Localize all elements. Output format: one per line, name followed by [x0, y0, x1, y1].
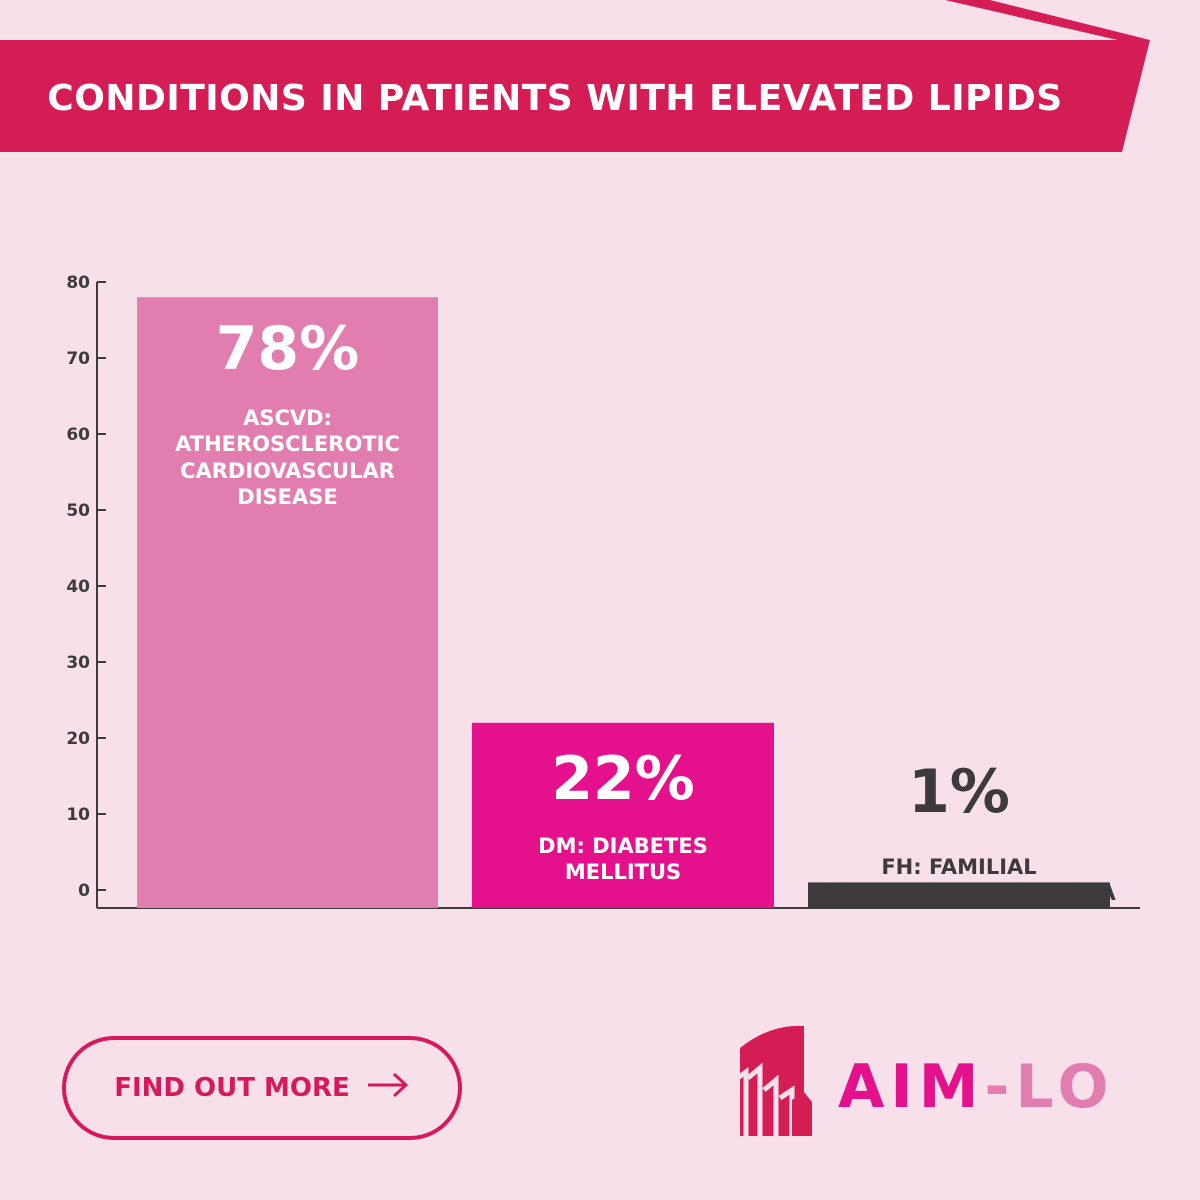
bar-category-line: DISEASE — [237, 484, 338, 509]
bar-1 — [137, 297, 438, 908]
aim-lo-logo-icon — [730, 1025, 812, 1136]
title-banner — [0, 0, 1150, 152]
brand-name-aim: AIM — [838, 1052, 985, 1122]
bar-value-label: 1% — [908, 757, 1010, 827]
y-tick-label: 50 — [66, 501, 90, 521]
arrow-right-icon — [366, 1071, 410, 1106]
y-tick-label: 20 — [66, 729, 90, 749]
bar-2 — [472, 722, 774, 908]
bar-category-line: MELLITUS — [564, 860, 682, 885]
y-tick-label: 30 — [66, 653, 90, 673]
bar-category-line: ATHEROSCLEROTIC — [175, 432, 400, 457]
bar-category-line: CARDIOVASCULAR — [180, 458, 395, 483]
bar-chart: 0 10 20 30 40 50 60 70 80 — [66, 273, 1140, 909]
find-out-more-button[interactable]: FIND OUT MORE — [62, 1036, 462, 1140]
y-tick-label: 0 — [78, 881, 90, 901]
bar-label-3: 1% FH: FAMILIAL HYPERCHOLESTEROLEMIA — [808, 757, 1116, 907]
brand-wordmark: AIM-LO — [838, 1052, 1114, 1122]
find-out-more-label: FIND OUT MORE — [114, 1073, 350, 1103]
bar-label-1: 78% ASCVD: ATHEROSCLEROTIC CARDIOVASCULAR DI… — [137, 319, 438, 510]
bar-3 — [808, 882, 1110, 908]
y-tick-label: 80 — [66, 273, 90, 293]
bar-label-2: 22% DM: DIABETES MELLITUS — [472, 749, 774, 886]
page-title: CONDITIONS IN PATIENTS WITH ELEVATED LIP… — [47, 78, 1063, 119]
bar-category-label: FH: FAMILIAL HYPERCHOLESTEROLEMIA — [808, 854, 1116, 907]
bar-value-label: 22% — [551, 743, 695, 814]
y-tick-label: 70 — [66, 349, 90, 369]
bar-category-line: HYPERCHOLESTEROLEMIA — [808, 881, 1116, 906]
y-tick-label: 10 — [66, 805, 90, 825]
bar-category-line: DM: DIABETES — [538, 833, 708, 858]
bar-category-line: ASCVD: — [243, 406, 332, 431]
brand-name-lo: -LO — [984, 1052, 1115, 1122]
bar-category-line: FH: FAMILIAL — [881, 855, 1037, 879]
y-tick-label: 40 — [66, 577, 90, 597]
y-tick-label: 60 — [66, 425, 90, 445]
bar-category-label: ASCVD: ATHEROSCLEROTIC CARDIOVASCULAR DISEA… — [137, 405, 438, 510]
bar-category-label: DM: DIABETES MELLITUS — [472, 833, 774, 886]
bar-value-label: 78% — [215, 314, 360, 385]
